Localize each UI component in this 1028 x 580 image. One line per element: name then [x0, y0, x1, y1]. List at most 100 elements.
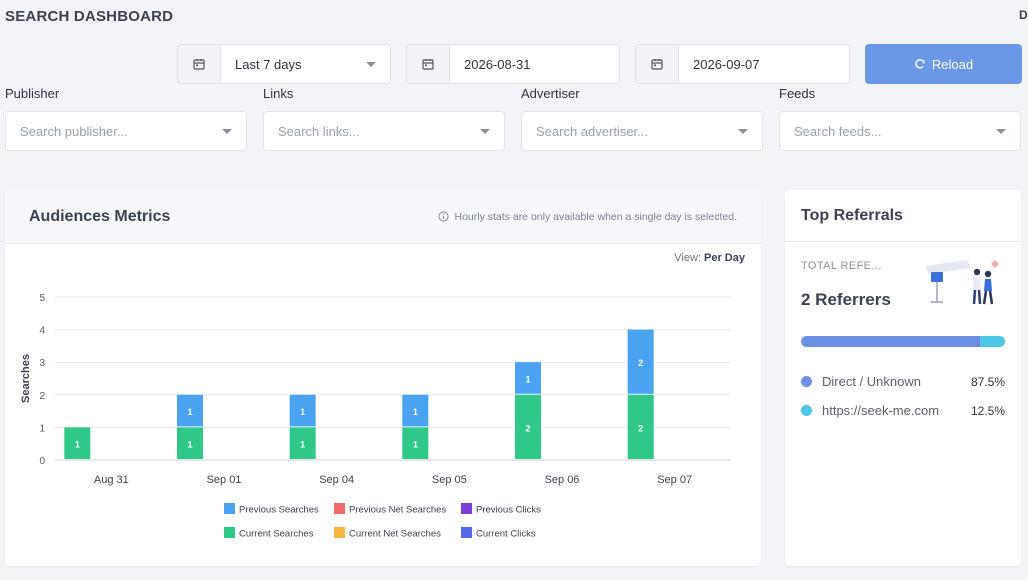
y-tick-label: 2	[39, 391, 45, 402]
bar-data-label: 1	[75, 440, 80, 450]
legend-label: Previous Clicks	[476, 505, 541, 516]
publisher-label: Publisher	[5, 86, 60, 101]
legend-label: Current Clicks	[476, 529, 536, 540]
x-tick-label: Sep 07	[657, 474, 692, 486]
feeds-label: Feeds	[779, 86, 816, 101]
hourly-note: Hourly stats are only available when a s…	[437, 210, 738, 223]
top-referrals-card: Top Referrals TOTAL REFE... 2 Referrers …	[785, 190, 1021, 566]
end-date-field[interactable]: 2026-09-07	[635, 44, 850, 84]
legend-label: Previous Searches	[239, 505, 319, 516]
searches-chart: 0 1 2 3 4 5 Searches 1 Aug 31 1 1 Sep 01 1 1 Sep 04 1 1 S…	[20, 293, 731, 540]
advertiser-placeholder: Search advertiser...	[536, 123, 648, 139]
calendar-icon	[178, 45, 221, 83]
calendar-icon	[407, 45, 450, 83]
metrics-title: Audiences Metrics	[29, 207, 171, 225]
bar-previous-searches	[177, 394, 203, 427]
legend-swatch	[334, 503, 345, 514]
referrals-share-bar	[801, 336, 1005, 347]
bar-data-label: 1	[413, 440, 418, 450]
y-tick-label: 1	[39, 423, 45, 434]
referrals-illustration	[925, 260, 999, 305]
bar-data-label: 1	[187, 440, 192, 450]
bar-previous-searches	[402, 394, 429, 427]
hourly-note-text: Hourly stats are only available when a s…	[454, 210, 738, 223]
date-range-select[interactable]: Last 7 days	[177, 44, 391, 84]
legend-swatch	[334, 527, 345, 538]
legend-swatch	[224, 503, 235, 514]
seek-me-share-segment	[979, 336, 1005, 347]
legend-swatch	[461, 503, 472, 514]
x-tick-label: Aug 31	[94, 474, 129, 486]
x-tick-label: Sep 04	[319, 474, 354, 486]
legend-swatch	[461, 527, 472, 538]
reload-label: Reload	[931, 56, 974, 72]
bar-current-searches	[515, 394, 541, 459]
bar-data-label: 1	[300, 440, 305, 450]
publisher-select[interactable]: Search publisher...	[5, 111, 247, 151]
x-tick-label: Sep 05	[432, 474, 467, 486]
view-value: Per Day	[704, 252, 745, 264]
chevron-down-icon	[366, 45, 390, 83]
bar-data-label: 2	[638, 358, 643, 368]
total-referrers-label: TOTAL REFE...	[801, 260, 882, 272]
start-date-field[interactable]: 2026-08-31	[406, 44, 620, 84]
referral-percent: 87.5%	[970, 374, 1005, 389]
legend-label: Current Net Searches	[349, 529, 441, 540]
view-selector[interactable]: View: Per Day	[674, 252, 745, 264]
bar-data-label: 2	[638, 423, 643, 433]
bar-data-label: 2	[525, 423, 530, 433]
bar-previous-searches	[515, 362, 541, 394]
calendar-icon	[636, 45, 679, 83]
direct-share-segment	[801, 336, 980, 347]
metrics-header: Audiences Metrics Hourly stats are only …	[5, 190, 761, 244]
referral-row-direct: Direct / Unknown 87.5%	[801, 374, 1005, 389]
bar-data-label: 1	[300, 407, 305, 417]
chevron-down-icon	[222, 128, 246, 134]
header-edge-letter: D	[1019, 8, 1028, 22]
y-tick-label: 4	[39, 326, 45, 337]
links-placeholder: Search links...	[278, 123, 360, 139]
chevron-down-icon	[996, 128, 1020, 134]
bar-previous-searches	[289, 394, 316, 427]
feeds-select[interactable]: Search feeds...	[779, 111, 1021, 151]
bar-current-searches	[64, 427, 91, 459]
bar-data-label: 1	[187, 407, 192, 417]
y-tick-label: 5	[39, 293, 45, 304]
bar-previous-searches	[627, 329, 654, 394]
referral-name: https://seek-me.com	[822, 403, 940, 418]
info-icon	[437, 211, 449, 222]
total-referrers-value: 2 Referrers	[801, 290, 891, 309]
advertiser-select[interactable]: Search advertiser...	[521, 111, 763, 151]
y-tick-label: 3	[39, 358, 45, 369]
bar-data-label: 1	[525, 375, 530, 385]
bar-current-searches	[402, 427, 429, 459]
view-label: View:	[674, 252, 701, 264]
reload-button[interactable]: Reload	[865, 44, 1022, 84]
legend-label: Current Searches	[239, 529, 314, 540]
bar-current-searches	[627, 394, 654, 459]
advertiser-label: Advertiser	[521, 86, 580, 101]
y-tick-label: 0	[39, 456, 45, 467]
x-tick-label: Sep 06	[545, 474, 580, 486]
audiences-metrics-card: Audiences Metrics Hourly stats are only …	[5, 190, 761, 566]
refresh-icon	[914, 58, 926, 70]
status-dot	[801, 405, 812, 416]
referral-percent: 12.5%	[970, 403, 1005, 418]
date-range-value: Last 7 days	[235, 56, 302, 72]
referral-name: Direct / Unknown	[822, 374, 921, 389]
status-dot	[801, 376, 812, 387]
links-select[interactable]: Search links...	[263, 111, 505, 151]
legend-label: Previous Net Searches	[349, 505, 446, 516]
feeds-placeholder: Search feeds...	[794, 123, 882, 139]
bar-data-label: 1	[413, 407, 418, 417]
bar-current-searches	[177, 427, 203, 459]
links-label: Links	[263, 86, 294, 101]
chevron-down-icon	[738, 128, 762, 134]
x-tick-label: Sep 01	[207, 474, 242, 486]
referrals-title: Top Referrals	[785, 190, 1021, 242]
publisher-placeholder: Search publisher...	[20, 123, 128, 139]
bar-current-searches	[289, 427, 316, 459]
page-title: SEARCH DASHBOARD	[5, 8, 174, 25]
chevron-down-icon	[480, 128, 504, 134]
referral-row-seek-me: https://seek-me.com 12.5%	[801, 403, 1005, 418]
